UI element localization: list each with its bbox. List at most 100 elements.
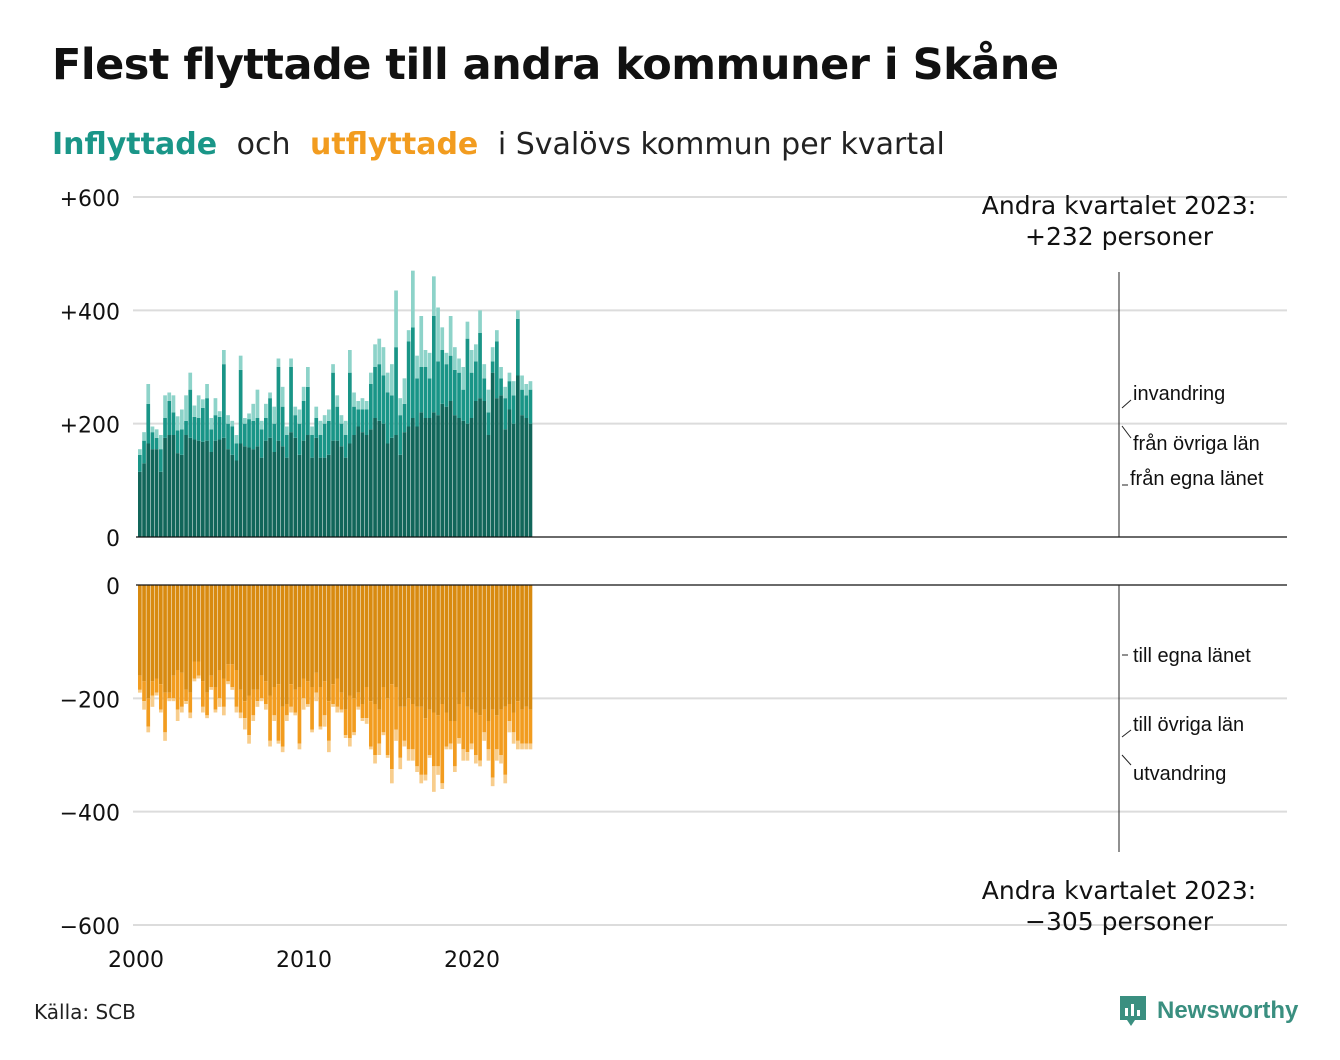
bar-out-utvandring [385, 755, 390, 758]
bar-in-invandring [528, 381, 533, 390]
bar-out-egna [507, 585, 512, 704]
bar-in-ovriga [310, 435, 314, 458]
y-tick-label: −200 [60, 688, 120, 713]
bar-out-egna [205, 585, 209, 693]
bar-out-ovriga [154, 678, 159, 693]
bar-out-utvandring [381, 732, 386, 736]
bar-out-egna [360, 585, 365, 704]
bar-in-ovriga [524, 395, 529, 418]
bar-in-egna [264, 440, 268, 537]
bar-in-ovriga [280, 406, 285, 447]
bar-in-ovriga [314, 418, 319, 438]
bar-in-ovriga [238, 369, 243, 444]
bar-out-utvandring [432, 766, 436, 792]
bar-out-utvandring [343, 735, 348, 738]
bar-in-ovriga [444, 364, 449, 407]
bar-out-egna [390, 585, 394, 685]
bar-out-egna [280, 585, 285, 707]
bar-in-egna [163, 437, 167, 537]
bar-out-ovriga [503, 706, 508, 775]
bar-out-egna [348, 585, 352, 696]
bar-out-ovriga [297, 687, 302, 744]
bar-out-egna [184, 585, 188, 690]
bar-in-ovriga [192, 416, 197, 440]
bar-out-utvandring [499, 755, 503, 764]
bar-in-invandring [461, 367, 466, 390]
bar-out-ovriga [234, 670, 239, 707]
bar-out-egna [146, 585, 151, 699]
bar-in-egna [171, 435, 176, 537]
bar-out-egna [482, 585, 487, 710]
bar-in-invandring [196, 395, 201, 418]
bar-out-utvandring [419, 774, 424, 784]
bar-out-egna [499, 585, 503, 710]
bar-in-invandring [352, 392, 356, 407]
bar-in-egna [432, 412, 436, 537]
bar-out-ovriga [377, 709, 382, 744]
bar-in-invandring [280, 386, 285, 407]
bar-out-utvandring [171, 698, 176, 702]
bar-out-ovriga [268, 695, 272, 741]
bar-in-ovriga [465, 338, 470, 424]
bar-out-utvandring [444, 746, 449, 750]
bar-out-ovriga [423, 718, 428, 775]
y-tick-label: 0 [106, 527, 120, 552]
bar-out-ovriga [339, 692, 344, 710]
bar-out-ovriga [196, 661, 201, 676]
bar-out-egna [516, 585, 520, 702]
y-tick-label: +400 [60, 300, 120, 325]
bar-out-egna [301, 585, 306, 679]
bar-in-ovriga [222, 364, 226, 438]
bar-out-egna [419, 585, 424, 707]
bar-in-ovriga [188, 389, 193, 438]
axes: +600 +400 +200 0 0 −200 −400 −600 2000 2010 2020 [60, 187, 1287, 973]
bar-out-ovriga [322, 681, 327, 716]
bar-in-egna [327, 454, 331, 537]
bar-out-egna [154, 585, 159, 679]
bar-out-egna [406, 585, 411, 699]
bar-in-ovriga [150, 432, 155, 450]
label-utvandring: utvandring [1133, 763, 1226, 785]
bar-in-invandring [234, 435, 239, 444]
bar-out-ovriga [310, 687, 314, 730]
bar-in-invandring [293, 406, 298, 416]
bar-out-ovriga [142, 681, 146, 702]
bar-out-egna [243, 585, 247, 702]
bar-in-ovriga [301, 401, 306, 441]
bar-out-utvandring [415, 766, 419, 772]
bar-in-invandring [398, 398, 403, 416]
bar-in-invandring [230, 420, 235, 427]
bar-in-egna [306, 435, 310, 537]
bar-in-ovriga [289, 367, 293, 433]
y-tick-label: +600 [60, 187, 120, 212]
bar-out-ovriga [356, 692, 361, 707]
bar-out-ovriga [394, 687, 398, 730]
bar-out-ovriga [226, 664, 230, 682]
bar-out-ovriga [276, 684, 281, 741]
label-invandring: invandring [1133, 383, 1225, 405]
bar-out-ovriga [217, 670, 222, 699]
bar-out-egna [503, 585, 508, 707]
bar-out-ovriga [163, 692, 167, 733]
bar-in-invandring [465, 321, 470, 339]
bar-out-ovriga [524, 706, 529, 744]
bar-out-ovriga [427, 709, 432, 755]
bar-in-ovriga [180, 429, 184, 455]
bar-in-ovriga [411, 327, 415, 418]
bar-in-ovriga [511, 395, 516, 424]
bar-out-ovriga [490, 709, 495, 778]
bar-in-invandring [272, 406, 277, 424]
bar-in-egna [331, 440, 335, 537]
bar-out-egna [486, 585, 491, 721]
bar-out-utvandring [461, 749, 466, 761]
bar-out-ovriga [146, 698, 151, 727]
bar-in-invandring [423, 350, 428, 367]
bar-out-utvandring [259, 698, 264, 702]
bar-in-invandring [243, 418, 247, 424]
bar-out-utvandring [394, 729, 398, 741]
bar-out-utvandring [318, 726, 323, 730]
bar-out-utvandring [427, 755, 432, 758]
bar-in-invandring [377, 338, 382, 365]
bar-in-ovriga [507, 381, 512, 410]
bar-out-ovriga [314, 672, 319, 693]
